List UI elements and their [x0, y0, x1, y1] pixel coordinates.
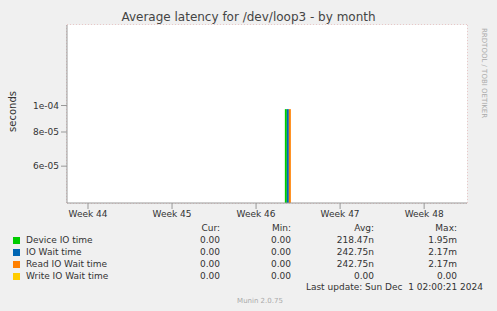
svg-text:8e-05: 8e-05 — [33, 127, 59, 137]
svg-text:Week 48: Week 48 — [405, 209, 444, 219]
html-text:0.00: 0.00 — [200, 247, 220, 257]
html-text:1.95m: 1.95m — [428, 235, 457, 245]
html-text:0.00: 0.00 — [200, 235, 220, 245]
html-text:Device IO time: Device IO time — [26, 235, 93, 245]
html-text:0.00: 0.00 — [271, 259, 291, 269]
html-text:Max:: Max: — [435, 223, 457, 233]
html-text:Avg:: Avg: — [354, 223, 374, 233]
html-text:IO Wait time: IO Wait time — [26, 247, 82, 257]
html-text:Last update: Sun Dec 1 02:00:2: Last update: Sun Dec 1 02:00:21 2024 — [305, 282, 483, 292]
html-text:242.75n: 242.75n — [336, 259, 374, 269]
html-text:2.17m: 2.17m — [428, 259, 457, 269]
html-text:Read IO Wait time: Read IO Wait time — [26, 259, 108, 269]
html-text:Min:: Min: — [272, 223, 291, 233]
html-text:218.47n: 218.47n — [336, 235, 374, 245]
svg-text:6e-05: 6e-05 — [33, 161, 59, 171]
svg-text:1e-04: 1e-04 — [33, 101, 59, 111]
html-text:0.00: 0.00 — [271, 247, 291, 257]
html-text:Munin 2.0.75: Munin 2.0.75 — [237, 297, 283, 305]
html-text:2.17m: 2.17m — [428, 247, 457, 257]
svg-text:Week 45: Week 45 — [153, 209, 192, 219]
html-text:seconds: seconds — [6, 91, 18, 132]
html-text:0.00: 0.00 — [437, 271, 457, 281]
html-text:Average latency for /dev/loop3: Average latency for /dev/loop3 - by mont… — [121, 10, 376, 24]
html-text:0.00: 0.00 — [200, 271, 220, 281]
html-text:0.00: 0.00 — [200, 259, 220, 269]
svg-text:Week 47: Week 47 — [321, 209, 360, 219]
svg-text:Week 46: Week 46 — [237, 209, 276, 219]
html-text:Cur:: Cur: — [201, 223, 220, 233]
html-text:Write IO Wait time: Write IO Wait time — [26, 271, 109, 281]
html-text:0.00: 0.00 — [271, 271, 291, 281]
html-text:242.75n: 242.75n — [336, 247, 374, 257]
svg-text:Week 44: Week 44 — [69, 209, 108, 219]
html-text:0.00: 0.00 — [354, 271, 374, 281]
html-text:RRDTOOL / TOBI OETIKER: RRDTOOL / TOBI OETIKER — [480, 28, 488, 119]
html-text:0.00: 0.00 — [271, 235, 291, 245]
